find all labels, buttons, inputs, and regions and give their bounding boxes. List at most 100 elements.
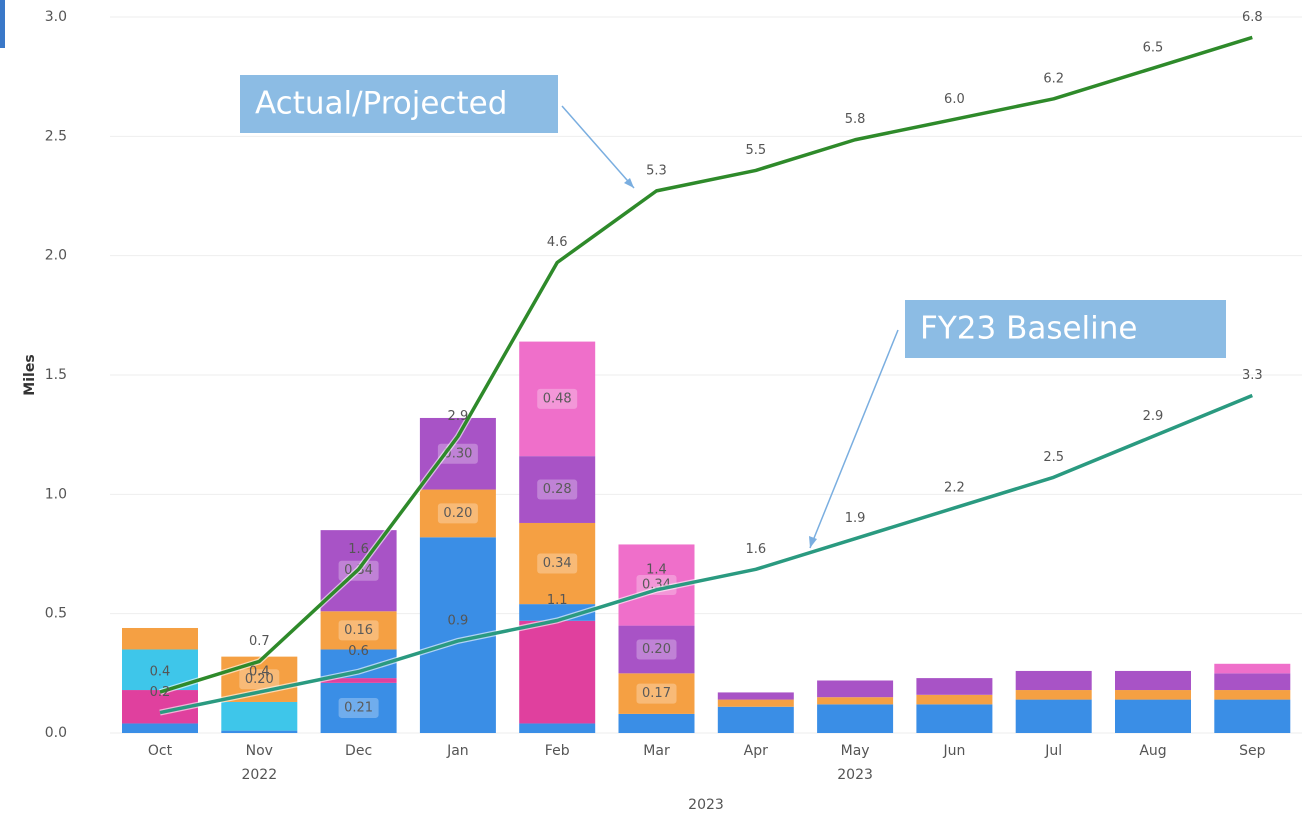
segment-label: 0.20 bbox=[642, 642, 671, 657]
line-label: 3.3 bbox=[1242, 368, 1263, 383]
x-tick-label: Apr bbox=[744, 743, 768, 759]
segment-label-bg bbox=[537, 479, 578, 500]
bar-segment bbox=[618, 625, 695, 674]
bar-segment bbox=[916, 694, 993, 705]
bar-segment bbox=[717, 692, 794, 700]
y-tick-label: 1.0 bbox=[45, 486, 67, 502]
line-label: 0.6 bbox=[348, 644, 369, 659]
segment-label: 0.17 bbox=[642, 686, 671, 701]
line-label: 6.0 bbox=[944, 92, 965, 107]
bar-segment bbox=[717, 699, 794, 707]
x-tick-label: Jan bbox=[446, 743, 469, 759]
bar-segment bbox=[717, 706, 794, 733]
bar-segment bbox=[122, 627, 198, 650]
line-label: 0.9 bbox=[448, 613, 469, 628]
grid-layer: 0.0 0.5 1.0 1.5 2.0 2.5 3.0 Oct Nov Dec Jan Feb Mar A… bbox=[45, 9, 1302, 783]
bar-segment bbox=[1115, 690, 1191, 700]
line-label: 1.9 bbox=[845, 511, 866, 526]
y-axis-title: Miles bbox=[22, 354, 38, 395]
x-tick-label: May bbox=[841, 743, 870, 759]
line-label: 1.4 bbox=[646, 562, 667, 577]
line-label: 2.5 bbox=[1043, 450, 1064, 465]
line-label: 1.1 bbox=[547, 593, 568, 608]
line-label: 6.2 bbox=[1043, 71, 1064, 86]
line-label: 2.9 bbox=[448, 409, 469, 424]
segment-label-bg bbox=[636, 639, 677, 660]
y-tick-label: 1.5 bbox=[45, 367, 67, 383]
bar-segment bbox=[519, 723, 596, 733]
arrow-head bbox=[809, 536, 817, 548]
bar-segment bbox=[419, 489, 496, 538]
bar-segment bbox=[1015, 690, 1092, 700]
line-label: 0.4 bbox=[249, 665, 270, 680]
segment-label-bg bbox=[338, 620, 379, 641]
segment-label: 0.21 bbox=[344, 700, 373, 715]
segment-label-bg bbox=[437, 503, 478, 524]
line-label: 2.9 bbox=[1143, 409, 1164, 424]
y-tick-label: 0.5 bbox=[45, 606, 67, 622]
x-tick-label: Jul bbox=[1044, 743, 1062, 759]
annotation-baseline: FY23 Baseline bbox=[809, 300, 1226, 549]
y-tick-label: 2.5 bbox=[45, 128, 67, 144]
edge-bar bbox=[0, 0, 5, 48]
bar-segment bbox=[519, 456, 596, 523]
line-label: 4.6 bbox=[547, 235, 568, 250]
y-tick-label: 3.0 bbox=[45, 9, 67, 25]
segment-label: 0.28 bbox=[543, 482, 572, 497]
line-label: 5.8 bbox=[845, 112, 866, 127]
annotation-arrow bbox=[561, 105, 635, 189]
bar-segment bbox=[122, 723, 198, 733]
bar-segment bbox=[1214, 699, 1291, 733]
bar-segment bbox=[221, 701, 298, 731]
x-group-label: 2022 bbox=[241, 767, 277, 783]
bar-layer: 0.210.200.160.200.340.170.340.300.280.20… bbox=[122, 341, 1291, 733]
x-tick-label: Jun bbox=[942, 743, 965, 759]
bar-segment bbox=[1214, 690, 1291, 700]
bar-segment bbox=[519, 341, 596, 457]
x-tick-label: Mar bbox=[643, 743, 670, 759]
line-label: 0.4 bbox=[150, 665, 171, 680]
bar-segment bbox=[817, 680, 894, 698]
x-group-label: 2023 bbox=[837, 767, 873, 783]
line-layer: 0.40.71.62.94.65.35.55.86.06.26.56.80.20… bbox=[150, 10, 1263, 716]
bar-segment bbox=[320, 682, 397, 733]
line-label: 6.5 bbox=[1143, 41, 1164, 56]
annotation-text: FY23 Baseline bbox=[920, 311, 1138, 347]
bar-segment bbox=[618, 713, 695, 733]
segment-label-bg bbox=[537, 388, 578, 409]
bar-segment bbox=[916, 704, 993, 733]
bar-segment bbox=[817, 697, 894, 705]
annotation-arrow bbox=[809, 329, 899, 549]
x-tick-label: Feb bbox=[545, 743, 570, 759]
bar-segment bbox=[1214, 673, 1291, 691]
segment-label: 0.20 bbox=[245, 672, 274, 687]
x-tick-label: Dec bbox=[345, 743, 372, 759]
segment-label-bg bbox=[338, 697, 379, 718]
bar-segment bbox=[519, 522, 596, 605]
x-tick-label: Sep bbox=[1239, 743, 1266, 759]
line bbox=[159, 35, 1253, 694]
bar-segment bbox=[916, 678, 993, 695]
line-label: 6.8 bbox=[1242, 10, 1263, 25]
annotation-actual: Actual/Projected bbox=[240, 75, 635, 189]
bar-segment bbox=[519, 620, 596, 724]
line-label: 1.6 bbox=[745, 542, 766, 557]
line-label: 0.2 bbox=[150, 685, 171, 700]
segment-label: 0.20 bbox=[443, 506, 472, 521]
bar-segment bbox=[1015, 670, 1092, 691]
y-tick-label: 2.0 bbox=[45, 248, 67, 264]
x-tick-label: Oct bbox=[148, 743, 173, 759]
bar-segment bbox=[817, 704, 894, 733]
bar-segment bbox=[320, 678, 397, 683]
segment-label: 0.16 bbox=[344, 623, 373, 638]
x-tick-label: Nov bbox=[246, 743, 273, 759]
bar-segment bbox=[1214, 663, 1291, 674]
segment-label-bg bbox=[636, 683, 677, 704]
line bbox=[159, 393, 1253, 715]
annotation-box bbox=[905, 300, 1226, 358]
bar-segment bbox=[320, 611, 397, 650]
segment-label-bg bbox=[239, 669, 280, 690]
bar-segment bbox=[1015, 699, 1092, 733]
line-label: 0.7 bbox=[249, 634, 270, 649]
